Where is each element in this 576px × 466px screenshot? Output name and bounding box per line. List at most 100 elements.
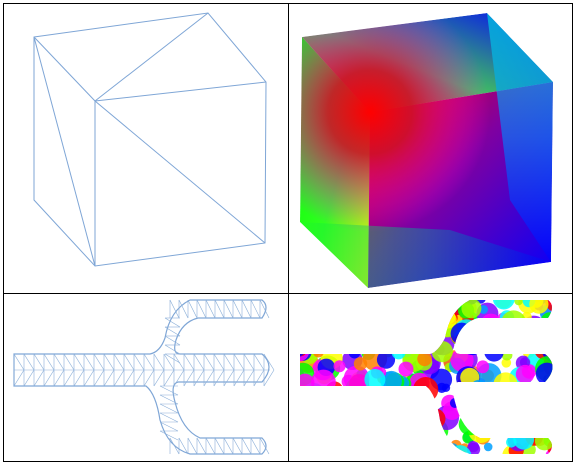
noise-blob: [414, 304, 432, 322]
noise-blob: [545, 449, 553, 454]
mesh-edge: [205, 299, 216, 319]
noise-blob: [376, 350, 396, 369]
noise-blob: [405, 428, 422, 444]
mesh-edge: [205, 437, 216, 455]
noise-blob: [440, 309, 456, 325]
noise-blob: [417, 351, 432, 367]
noise-blob: [336, 425, 354, 444]
noise-blob: [300, 318, 310, 336]
noise-blob: [540, 413, 550, 424]
noise-blob: [348, 441, 363, 454]
mesh-edge: [193, 353, 205, 371]
mesh-edge: [163, 353, 175, 371]
noise-blob: [514, 300, 523, 306]
noise-blob: [513, 428, 535, 450]
noise-blob: [300, 320, 317, 345]
noise-blob: [306, 332, 329, 355]
noise-blob: [457, 396, 469, 408]
mesh-edge: [164, 317, 181, 328]
noise-blob: [360, 406, 370, 416]
noise-blob: [377, 427, 399, 450]
noise-blob: [327, 300, 345, 310]
noise-blob: [382, 443, 398, 454]
mesh-edge: [23, 369, 35, 387]
noise-blob: [339, 419, 349, 428]
noise-blob: [496, 400, 517, 421]
noise-blob: [418, 300, 432, 311]
noise-blob: [341, 416, 355, 429]
noise-blob: [327, 317, 338, 328]
noise-blob: [384, 330, 397, 343]
mesh-edge: [196, 299, 207, 319]
noise-blob: [329, 300, 355, 317]
noise-blob: [522, 397, 537, 413]
mesh-edge: [233, 369, 245, 387]
noise-blob: [300, 340, 310, 362]
noise-blob: [351, 419, 363, 430]
noise-blob: [398, 361, 414, 377]
mesh-edge: [123, 353, 135, 371]
noise-blob: [403, 439, 414, 451]
noise-blob: [310, 319, 333, 342]
mesh-edge: [159, 403, 179, 414]
noise-blob: [396, 392, 422, 418]
noise-blob: [526, 385, 549, 408]
noise-blob: [368, 300, 389, 316]
noise-blob: [461, 400, 487, 426]
noise-blob: [394, 324, 410, 340]
noise-blob: [488, 335, 508, 355]
noise-blob: [441, 383, 451, 392]
noise-blob: [419, 339, 429, 349]
wireframe-cube: [33, 12, 267, 267]
noise-blob: [338, 395, 352, 408]
noise-blob: [328, 428, 344, 445]
noise-blob: [429, 444, 440, 454]
noise-blob: [316, 421, 339, 445]
mesh-edge: [13, 369, 25, 387]
noise-blob: [515, 337, 526, 348]
noise-blob: [300, 300, 308, 309]
mesh-edge: [159, 412, 179, 423]
noise-blob: [432, 300, 444, 306]
noise-blob: [302, 329, 320, 347]
mesh-edge: [153, 369, 165, 387]
noise-blob: [415, 329, 431, 345]
mesh-edge: [143, 369, 155, 387]
noise-blob: [535, 362, 553, 385]
noise-blob: [364, 369, 386, 390]
noise-blob: [409, 442, 434, 454]
noise-blob: [434, 300, 449, 307]
mesh-edge: [13, 353, 25, 371]
noise-blob: [545, 337, 553, 348]
mesh-edge: [159, 385, 179, 396]
mesh-edge: [178, 437, 189, 455]
noise-blob: [412, 419, 431, 438]
noise-blob: [542, 404, 553, 430]
noise-blob: [300, 310, 313, 332]
mesh-edge: [250, 437, 261, 455]
noise-blob: [355, 413, 366, 424]
noise-blob: [403, 302, 414, 312]
noise-blob: [300, 423, 309, 438]
noise-blob: [316, 412, 341, 437]
noise-blob: [338, 396, 351, 409]
noise-blob: [359, 443, 376, 454]
noise-blob: [339, 394, 352, 408]
shaded-trident: [300, 300, 553, 454]
mesh-edge: [263, 369, 275, 387]
noise-blob: [477, 400, 487, 410]
noise-blob: [488, 395, 506, 412]
noise-blob: [525, 383, 536, 393]
noise-blob: [320, 300, 342, 309]
noise-blob: [431, 306, 451, 326]
noise-blob: [309, 326, 320, 338]
mesh-edge: [133, 369, 145, 387]
noise-blob: [545, 300, 553, 313]
mesh-edge: [63, 369, 75, 387]
noise-blob: [406, 428, 425, 447]
noise-blob: [500, 410, 509, 420]
noise-blob: [429, 446, 449, 454]
noise-blob: [328, 316, 342, 330]
noise-blob: [482, 316, 494, 328]
noise-blob: [483, 442, 493, 452]
